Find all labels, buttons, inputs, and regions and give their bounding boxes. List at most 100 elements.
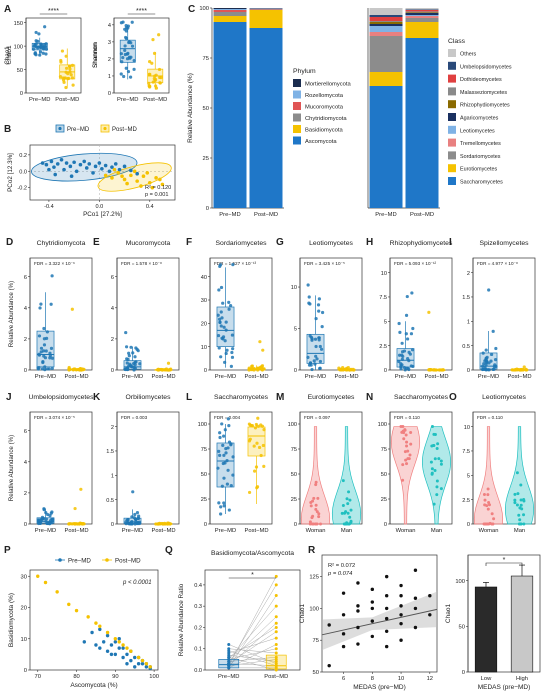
pre-point bbox=[122, 164, 127, 169]
fdr-label: FDR = 3.425 × 10⁻⁵ bbox=[304, 261, 345, 266]
paired-line bbox=[228, 623, 277, 666]
data-point bbox=[34, 39, 38, 43]
data-point bbox=[38, 306, 42, 310]
data-point bbox=[488, 521, 492, 525]
data-point bbox=[401, 425, 405, 429]
data-point bbox=[483, 367, 488, 371]
panel-label-G: G bbox=[276, 237, 284, 248]
x-tick-label: Woman bbox=[396, 528, 416, 534]
pre-point bbox=[72, 160, 76, 165]
legend-label: Mortierellomycota bbox=[305, 82, 352, 88]
data-point bbox=[258, 365, 263, 370]
post-point bbox=[121, 643, 125, 647]
data-point bbox=[127, 40, 131, 44]
data-point bbox=[484, 348, 488, 352]
post-point bbox=[158, 177, 162, 182]
post-point bbox=[129, 173, 133, 178]
data-point bbox=[79, 487, 83, 491]
data-point bbox=[42, 349, 46, 353]
data-point bbox=[491, 329, 495, 333]
data-point bbox=[356, 625, 360, 630]
data-point bbox=[513, 498, 517, 502]
data-point bbox=[64, 66, 69, 70]
panel-label-P: P bbox=[4, 545, 11, 556]
data-point bbox=[124, 36, 129, 41]
data-point bbox=[399, 613, 403, 617]
panel-title: Orbiliomycetes bbox=[126, 394, 172, 401]
legend-swatch bbox=[448, 74, 456, 83]
data-point bbox=[48, 513, 52, 518]
pre-point bbox=[105, 633, 110, 638]
data-point bbox=[405, 294, 409, 299]
data-point bbox=[217, 501, 221, 505]
plot-frame bbox=[204, 569, 301, 671]
data-point bbox=[435, 479, 439, 483]
data-point bbox=[43, 368, 47, 372]
data-point bbox=[384, 616, 389, 621]
data-point bbox=[344, 510, 348, 514]
data-point bbox=[255, 485, 260, 489]
plot-frame bbox=[467, 554, 541, 673]
bar bbox=[510, 575, 534, 673]
x-tick-label: Post−MD bbox=[254, 212, 278, 218]
data-point bbox=[402, 437, 406, 441]
data-point bbox=[348, 498, 352, 502]
data-point bbox=[50, 366, 54, 370]
data-point bbox=[219, 505, 223, 509]
data-point bbox=[153, 74, 157, 78]
data-point bbox=[39, 302, 43, 306]
data-point bbox=[131, 490, 135, 494]
x-tick-label: Pre−MD bbox=[117, 97, 138, 103]
stacked-segment bbox=[369, 86, 403, 208]
stacked-segment bbox=[213, 8, 247, 9]
data-point bbox=[39, 45, 43, 50]
stacked-segment bbox=[405, 38, 439, 208]
post-point bbox=[150, 185, 155, 190]
data-point bbox=[220, 484, 224, 488]
data-point bbox=[48, 356, 52, 360]
stacked-segment bbox=[405, 13, 439, 15]
data-point bbox=[45, 367, 50, 371]
stacked-segment bbox=[369, 21, 403, 22]
pre-point bbox=[87, 162, 92, 166]
data-point bbox=[406, 449, 410, 453]
x-tick-label: 8 bbox=[371, 676, 374, 682]
pre-point bbox=[227, 647, 231, 651]
y-tick-label: 4 bbox=[24, 460, 27, 466]
data-point bbox=[44, 349, 48, 353]
data-point bbox=[224, 328, 228, 332]
data-point bbox=[432, 368, 436, 372]
data-point bbox=[399, 604, 403, 608]
data-point bbox=[384, 629, 389, 634]
data-point bbox=[216, 466, 220, 470]
data-point bbox=[318, 366, 322, 371]
post-point bbox=[36, 574, 40, 578]
data-point bbox=[33, 43, 37, 47]
data-point bbox=[317, 297, 321, 301]
legend-label: Tremellomycetes bbox=[460, 141, 501, 147]
data-point bbox=[119, 21, 124, 25]
data-point bbox=[406, 366, 410, 370]
y-tick-label: 0 bbox=[462, 670, 465, 676]
legend-label: Rozellomycota bbox=[305, 93, 344, 99]
data-point bbox=[148, 84, 152, 88]
data-point bbox=[259, 453, 263, 458]
stacked-segment bbox=[369, 22, 403, 24]
data-point bbox=[156, 368, 160, 372]
data-point bbox=[126, 51, 130, 56]
legend-swatch bbox=[448, 164, 456, 173]
y-tick-label: 50 bbox=[459, 624, 465, 630]
data-point bbox=[122, 74, 126, 79]
y-tick-label: 50 bbox=[381, 472, 387, 478]
post-point bbox=[145, 171, 150, 175]
data-point bbox=[68, 67, 72, 71]
data-point bbox=[226, 417, 230, 421]
panel-label-E: E bbox=[93, 237, 100, 248]
y-tick-label: 50 bbox=[17, 68, 23, 74]
pre-point bbox=[110, 165, 114, 169]
data-point bbox=[66, 72, 70, 76]
data-point bbox=[262, 367, 266, 371]
data-point bbox=[356, 604, 360, 608]
panel-label-O: O bbox=[449, 392, 457, 403]
stacked-segment bbox=[213, 10, 247, 12]
